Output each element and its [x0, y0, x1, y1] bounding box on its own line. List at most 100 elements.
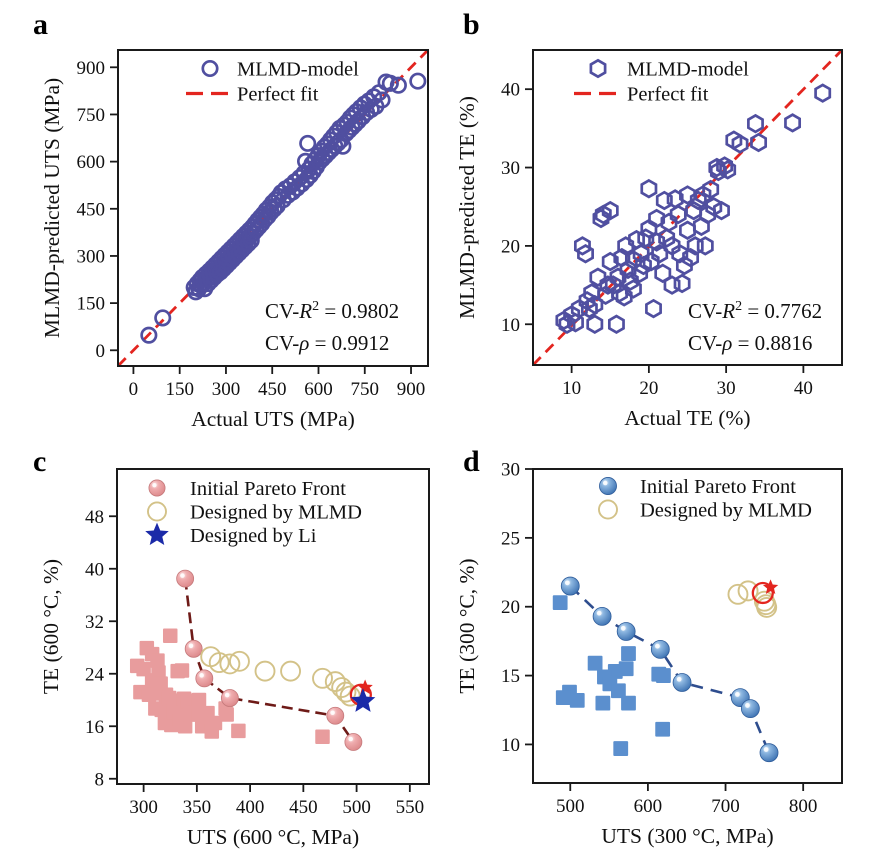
- panel-b-xtick: 40: [794, 378, 813, 399]
- panel-b: 10 20 30 40 10 20 30 40 Actual TE (%) MLMD-predic…: [455, 49, 843, 430]
- panel-a-ytick: 900: [77, 58, 106, 79]
- panel-d-legend-label: Designed by MLMD: [640, 500, 812, 522]
- panel-a-legend: MLMD-model Perfect fit: [186, 59, 359, 106]
- panel-d-xtick: 700: [711, 796, 740, 817]
- panel-c-xlabel: UTS (600 °C, MPa): [187, 825, 359, 849]
- panel-a-xtick: 900: [397, 379, 426, 400]
- panel-d-ytick: 20: [501, 597, 520, 618]
- panel-b-axes: 10 20 30 40 10 20 30 40: [501, 80, 813, 399]
- panel-c-legend-label: Designed by Li: [190, 525, 317, 547]
- panel-a: 0 150 300 450 600 750 900 0 150 300 450 600 750 900 Ac…: [40, 49, 429, 431]
- panel-c-series-designed-by-li: [350, 688, 376, 712]
- panel-a-series-mlmd-model: [140, 72, 427, 344]
- panel-b-series-mlmd-model: [555, 83, 832, 335]
- panel-c-xtick: 500: [342, 797, 371, 818]
- panel-c-ytick: 32: [85, 612, 104, 633]
- panel-b-legend-label: MLMD-model: [627, 59, 749, 81]
- legend-marker-open-ring-icon: [598, 499, 618, 520]
- panel-a-xtick: 750: [351, 379, 380, 400]
- panel-c-ytick: 24: [85, 664, 105, 685]
- panel-d-axes: 500 600 700 800 10 15 20 25 30: [501, 460, 817, 818]
- panel-d-ytick: 15: [501, 666, 520, 687]
- panel-d-xtick: 600: [634, 796, 663, 817]
- panel-a-stat-1: CV-ρ = 0.9912: [265, 331, 389, 355]
- panel-b-stat-0: CV-R2 = 0.7762: [688, 299, 822, 323]
- panel-b-legend: MLMD-model Perfect fit: [574, 59, 749, 106]
- panel-b-stat-1: CV-ρ = 0.8816: [688, 331, 812, 355]
- panel-d-xtick: 500: [556, 796, 585, 817]
- panel-a-label: a: [33, 8, 48, 41]
- panel-a-ytick: 750: [77, 105, 106, 126]
- panel-b-label: b: [463, 8, 480, 41]
- panel-d-xtick: 800: [789, 796, 818, 817]
- legend-marker-sphere-pink-icon: [148, 479, 166, 497]
- panel-d-label: d: [463, 445, 480, 478]
- panel-c-xtick: 550: [396, 797, 425, 818]
- panel-c-series-designed-by-mlmd: [200, 646, 361, 707]
- panel-d-series-best-design-star: [762, 579, 779, 594]
- panel-c-ytick: 48: [85, 507, 104, 528]
- panel-b-ytick: 20: [501, 236, 520, 257]
- panel-d-xlabel: UTS (300 °C, MPa): [601, 824, 773, 848]
- panel-a-xtick: 0: [129, 379, 139, 400]
- panel-a-ytick: 0: [96, 341, 106, 362]
- panel-d-ytick: 30: [501, 460, 520, 481]
- panel-b-ytick: 10: [501, 315, 520, 336]
- panel-c-series-best-design-star: [357, 679, 373, 695]
- panel-a-stat-0: CV-R2 = 0.9802: [265, 299, 399, 323]
- panel-c-ytick: 8: [95, 769, 105, 790]
- legend-marker-sphere-blue-icon: [599, 477, 617, 495]
- panel-b-frame: [532, 49, 843, 366]
- panel-d-series-best-design-ring: [751, 581, 774, 605]
- legend-marker-star-icon: [145, 522, 169, 545]
- legend-marker-open-hexagon-icon: [589, 58, 607, 79]
- panel-d-legend-label: Initial Pareto Front: [640, 476, 796, 498]
- panel-d-ytick: 25: [501, 528, 520, 549]
- panel-c-axes: 300 350 400 450 500 550 8 16 24 32 40 48: [85, 507, 424, 818]
- panel-a-xtick: 300: [212, 379, 241, 400]
- panel-a-xtick: 150: [165, 379, 194, 400]
- panel-c: 300 350 400 450 500 550 8 16 24 32 40 48 UTS (600 °C…: [39, 468, 430, 849]
- legend-marker-open-ring-icon: [147, 501, 167, 522]
- panel-a-legend-label: MLMD-model: [237, 59, 359, 81]
- panel-c-series-initial-pareto-front: [176, 569, 363, 751]
- panel-c-ylabel: TE (600 °C, %): [39, 559, 63, 694]
- panel-d-ylabel: TE (300 °C, %): [455, 558, 479, 693]
- panel-c-legend-label: Designed by MLMD: [190, 502, 362, 524]
- panel-a-xlabel: Actual UTS (MPa): [191, 407, 355, 431]
- panel-d-series-initial-dataset-squares: [552, 595, 671, 756]
- panel-a-ytick: 450: [77, 199, 106, 220]
- panel-c-xtick: 300: [129, 797, 158, 818]
- panel-c-label: c: [33, 445, 47, 478]
- panel-b-xtick: 30: [717, 378, 736, 399]
- panel-d-series-designed-by-mlmd: [727, 580, 778, 618]
- panel-a-ylabel: MLMD-predicted UTS (MPa): [40, 78, 64, 338]
- legend-marker-open-circle-icon: [201, 59, 219, 78]
- panel-c-series-initial-dataset-squares: [129, 628, 330, 744]
- panel-a-ytick: 600: [77, 152, 106, 173]
- panel-c-ytick: 40: [85, 559, 104, 580]
- panel-b-xtick: 20: [639, 378, 658, 399]
- panel-a-xtick: 450: [258, 379, 287, 400]
- panel-d-ytick: 10: [501, 735, 520, 756]
- panel-c-xtick: 350: [183, 797, 212, 818]
- panel-d-series-initial-pareto-front: [560, 576, 779, 763]
- panel-b-legend-label: Perfect fit: [627, 84, 709, 106]
- panel-b-ytick: 40: [501, 80, 520, 101]
- panel-d: 500 600 700 800 10 15 20 25 30 UTS (300 °C, MPa) T…: [455, 460, 843, 848]
- panel-b-xtick: 10: [562, 378, 581, 399]
- panel-c-xtick: 400: [236, 797, 265, 818]
- panel-b-xlabel: Actual TE (%): [624, 406, 750, 430]
- panel-b-ylabel: MLMD-predicted TE (%): [455, 96, 479, 319]
- panel-c-legend-label: Initial Pareto Front: [190, 478, 346, 500]
- panel-a-ytick: 300: [77, 246, 106, 267]
- panel-c-ytick: 16: [85, 717, 104, 738]
- panel-b-ytick: 30: [501, 158, 520, 179]
- panel-a-legend-label: Perfect fit: [237, 84, 319, 106]
- panel-c-xtick: 450: [289, 797, 318, 818]
- panel-a-ytick: 150: [77, 294, 106, 315]
